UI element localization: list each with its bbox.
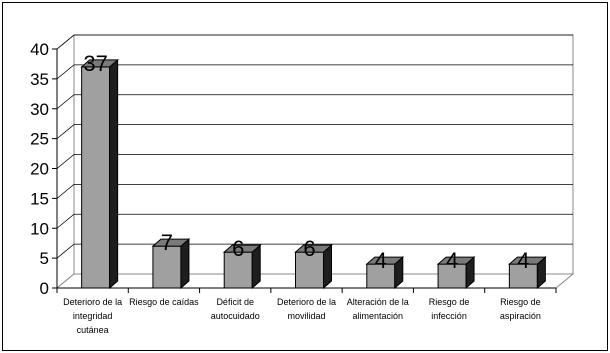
- bar-top: [508, 256, 547, 265]
- category-labels: Deterioro de la integridad cutánea Riesgo d…: [63, 297, 541, 335]
- bar-top: [294, 244, 333, 253]
- y-tick-label: 40: [30, 40, 49, 59]
- bar: [81, 66, 111, 289]
- category-label-line: integridad: [73, 311, 113, 321]
- bar-side: [180, 238, 190, 290]
- data-label: 6: [232, 236, 244, 261]
- gridline: [56, 183, 573, 199]
- category-label-line: movilidad: [287, 311, 325, 321]
- category-label-line: autocuidado: [211, 311, 260, 321]
- gridline: [56, 124, 573, 139]
- y-tick-label: 30: [30, 100, 49, 119]
- y-tick-label: 0: [40, 279, 49, 298]
- y-tick-label: 20: [30, 160, 49, 179]
- category-label-line: alimentación: [353, 311, 404, 321]
- bar-chart: 0 5 10 15 20 25 30 35 40 37 7 6 6 4 4 4 Deterioro de l…: [30, 33, 575, 335]
- y-tick-label: 35: [30, 70, 49, 89]
- category-label-line: Riesgo de: [500, 297, 541, 307]
- y-tick-label: 5: [40, 249, 49, 268]
- data-label: 4: [517, 248, 529, 273]
- category-label-line: cutánea: [77, 325, 109, 335]
- bar-top: [151, 238, 191, 247]
- category-label-line: Déficit de: [216, 297, 254, 307]
- gridline: [56, 34, 573, 50]
- bar: [223, 251, 253, 289]
- category-label: Riesgo de aspiración: [500, 297, 541, 321]
- data-label: 7: [161, 230, 173, 255]
- data-labels: 37 7 6 6 4 4 4: [83, 51, 529, 273]
- y-tick-label: 25: [30, 130, 49, 149]
- bar-top: [80, 59, 119, 68]
- gridlines: [56, 34, 573, 259]
- category-label: Déficit de autocuidado: [211, 297, 260, 321]
- y-axis-ticks: 0 5 10 15 20 25 30 35 40: [30, 40, 49, 298]
- gridline: [56, 213, 573, 229]
- bar-top: [222, 244, 262, 253]
- gridline: [56, 64, 573, 80]
- category-label: Deterioro de la movilidad: [277, 297, 336, 321]
- category-label-line: Riesgo de caídas: [129, 297, 199, 307]
- bar: [152, 245, 182, 289]
- category-label-line: Riesgo de: [429, 297, 470, 307]
- category-label: Alteración de la alimentación: [347, 297, 409, 321]
- gridline: [56, 154, 573, 169]
- y-tick-label: 15: [30, 189, 49, 208]
- bar-top: [365, 256, 405, 265]
- data-label: 4: [375, 248, 387, 273]
- category-label-line: Deterioro de la: [63, 297, 122, 307]
- data-label: 4: [446, 248, 458, 273]
- bars: [80, 58, 547, 290]
- bar: [295, 251, 324, 289]
- bar-top: [436, 256, 476, 265]
- y-tick-label: 10: [30, 219, 49, 238]
- category-label: Riesgo de infección: [429, 297, 470, 321]
- category-label-line: Alteración de la: [347, 297, 409, 307]
- gridline: [56, 243, 573, 259]
- category-label: Riesgo de caídas: [129, 297, 199, 307]
- category-label-line: infección: [431, 311, 467, 321]
- bar-side: [109, 58, 119, 290]
- gridline: [56, 94, 573, 110]
- category-label-line: aspiración: [500, 311, 541, 321]
- data-label: 6: [303, 236, 315, 261]
- category-label: Deterioro de la integridad cutánea: [63, 297, 122, 335]
- data-label: 37: [83, 51, 107, 76]
- category-label-line: Deterioro de la: [277, 297, 336, 307]
